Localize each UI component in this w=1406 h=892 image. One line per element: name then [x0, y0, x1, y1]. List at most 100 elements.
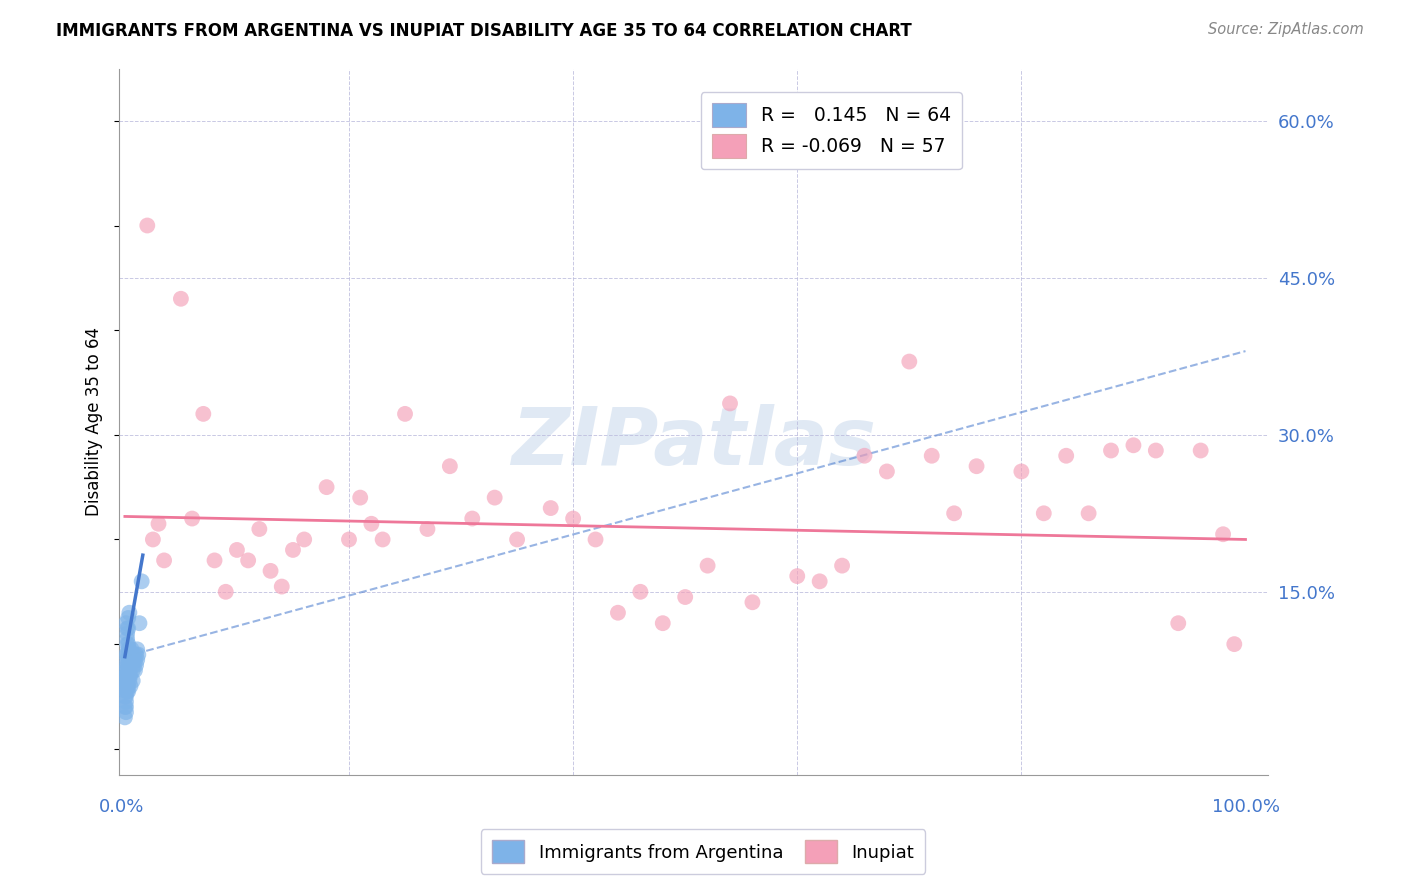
Point: [181, 511, 204, 525]
Point: [193, 407, 215, 421]
Point: [315, 480, 337, 494]
Point: [115, 668, 138, 682]
Point: [115, 684, 138, 698]
Point: [127, 653, 149, 667]
Point: [337, 533, 360, 547]
Point: [121, 653, 143, 667]
Point: [117, 679, 139, 693]
Point: [117, 684, 139, 698]
Point: [247, 522, 270, 536]
Point: [115, 705, 138, 719]
Point: [115, 690, 138, 704]
Text: ZIPatlas: ZIPatlas: [512, 404, 876, 482]
Point: [966, 459, 988, 474]
Point: [115, 653, 138, 667]
Point: [921, 449, 943, 463]
Point: [115, 673, 138, 688]
Point: [540, 501, 562, 516]
Point: [1223, 637, 1246, 651]
Point: [115, 684, 138, 698]
Point: [124, 663, 146, 677]
Point: [114, 710, 136, 724]
Point: [131, 574, 153, 589]
Point: [506, 533, 529, 547]
Y-axis label: Disability Age 35 to 64: Disability Age 35 to 64: [86, 327, 103, 516]
Point: [1032, 506, 1054, 520]
Point: [831, 558, 853, 573]
Point: [270, 580, 292, 594]
Point: [371, 533, 394, 547]
Point: [121, 653, 143, 667]
Point: [236, 553, 259, 567]
Point: [118, 642, 141, 657]
Point: [1010, 465, 1032, 479]
Point: [127, 642, 149, 657]
Point: [259, 564, 281, 578]
Point: [115, 668, 138, 682]
Point: [439, 459, 461, 474]
Text: 0.0%: 0.0%: [98, 797, 145, 815]
Point: [876, 465, 898, 479]
Point: [585, 533, 607, 547]
Point: [1122, 438, 1144, 452]
Point: [1077, 506, 1099, 520]
Point: [148, 516, 170, 531]
Point: [115, 632, 138, 646]
Point: [118, 668, 141, 682]
Point: [718, 396, 741, 410]
Point: [360, 516, 382, 531]
Point: [1167, 616, 1189, 631]
Point: [115, 648, 138, 662]
Point: [125, 648, 148, 662]
Point: [114, 679, 136, 693]
Legend: R =   0.145   N = 64, R = -0.069   N = 57: R = 0.145 N = 64, R = -0.069 N = 57: [700, 92, 962, 169]
Point: [115, 663, 138, 677]
Text: 100.0%: 100.0%: [1212, 797, 1279, 815]
Point: [1189, 443, 1212, 458]
Point: [115, 700, 138, 714]
Point: [1144, 443, 1167, 458]
Point: [115, 648, 138, 662]
Point: [215, 584, 238, 599]
Point: [117, 668, 139, 682]
Point: [808, 574, 831, 589]
Point: [741, 595, 763, 609]
Point: [115, 626, 138, 640]
Point: [204, 553, 226, 567]
Point: [394, 407, 416, 421]
Point: [121, 642, 143, 657]
Point: [127, 648, 149, 662]
Point: [628, 584, 651, 599]
Point: [115, 663, 138, 677]
Point: [121, 663, 143, 677]
Point: [115, 622, 138, 636]
Point: [115, 637, 138, 651]
Point: [1099, 443, 1122, 458]
Point: [115, 616, 138, 631]
Point: [461, 511, 484, 525]
Point: [120, 658, 142, 673]
Point: [853, 449, 876, 463]
Point: [943, 506, 966, 520]
Point: [1212, 527, 1234, 541]
Point: [898, 354, 921, 368]
Point: [118, 673, 141, 688]
Point: [117, 622, 139, 636]
Point: [170, 292, 193, 306]
Point: [117, 637, 139, 651]
Point: [115, 658, 138, 673]
Point: [484, 491, 506, 505]
Point: [153, 553, 176, 567]
Point: [607, 606, 630, 620]
Point: [115, 668, 138, 682]
Text: Source: ZipAtlas.com: Source: ZipAtlas.com: [1208, 22, 1364, 37]
Point: [128, 616, 150, 631]
Point: [122, 648, 145, 662]
Point: [115, 679, 138, 693]
Point: [118, 653, 141, 667]
Point: [117, 658, 139, 673]
Point: [114, 700, 136, 714]
Point: [115, 679, 138, 693]
Legend: Immigrants from Argentina, Inupiat: Immigrants from Argentina, Inupiat: [481, 830, 925, 874]
Point: [673, 590, 696, 604]
